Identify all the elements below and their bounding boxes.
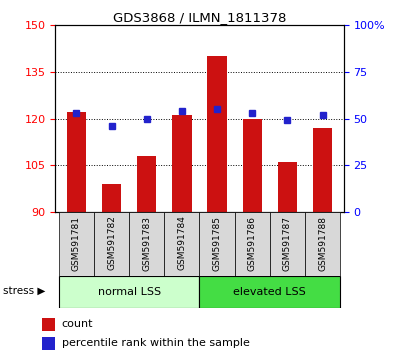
Bar xyxy=(67,112,86,212)
Bar xyxy=(313,128,332,212)
Bar xyxy=(172,115,192,212)
Text: GSM591782: GSM591782 xyxy=(107,216,116,270)
Text: percentile rank within the sample: percentile rank within the sample xyxy=(62,338,250,348)
Text: stress ▶: stress ▶ xyxy=(3,285,45,296)
Text: GSM591787: GSM591787 xyxy=(283,216,292,270)
Title: GDS3868 / ILMN_1811378: GDS3868 / ILMN_1811378 xyxy=(113,11,286,24)
Text: GSM591788: GSM591788 xyxy=(318,216,327,270)
Text: count: count xyxy=(62,319,93,329)
Text: elevated LSS: elevated LSS xyxy=(233,287,306,297)
Bar xyxy=(102,184,121,212)
Bar xyxy=(199,212,235,276)
Bar xyxy=(42,337,55,350)
Text: normal LSS: normal LSS xyxy=(98,287,161,297)
Text: GSM591784: GSM591784 xyxy=(177,216,186,270)
Text: GSM591783: GSM591783 xyxy=(142,216,151,270)
Bar xyxy=(305,212,340,276)
Bar xyxy=(207,56,227,212)
Bar xyxy=(164,212,199,276)
Bar xyxy=(59,276,199,308)
Bar xyxy=(270,212,305,276)
Bar xyxy=(235,212,270,276)
Bar xyxy=(94,212,129,276)
Bar xyxy=(137,156,156,212)
Bar xyxy=(278,162,297,212)
Text: GSM591786: GSM591786 xyxy=(248,216,257,270)
Bar xyxy=(129,212,164,276)
Bar xyxy=(199,276,340,308)
Text: GSM591785: GSM591785 xyxy=(213,216,222,270)
Bar xyxy=(59,212,94,276)
Bar xyxy=(243,119,262,212)
Bar xyxy=(42,318,55,331)
Text: GSM591781: GSM591781 xyxy=(72,216,81,270)
